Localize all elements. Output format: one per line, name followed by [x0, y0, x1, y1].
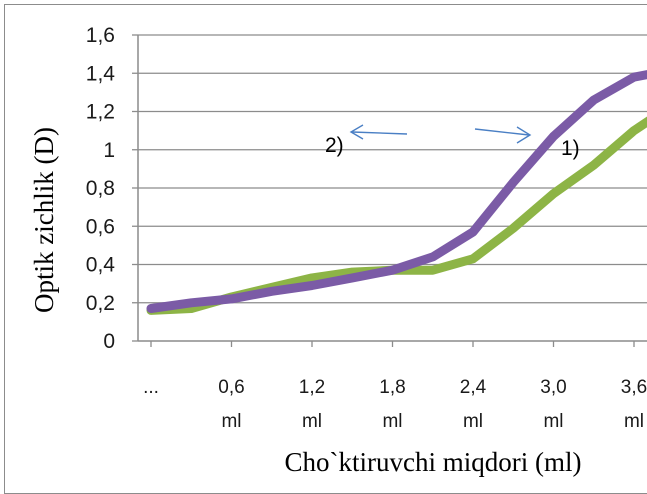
- y-tick-labels: 0 0,2 0,4 0,6 0,8 1 1,2 1,4 1,6: [86, 24, 116, 353]
- x-tick-labels: ...0,6ml1,2ml1,8ml2,4ml3,0ml3,6ml4,2ml4,…: [143, 377, 647, 432]
- series-lines: [146, 70, 647, 315]
- x-tick-unit-label: ml: [543, 411, 563, 432]
- gridlines: [138, 34, 647, 304]
- series-2-label: 2): [325, 134, 344, 157]
- x-axis-title: Cho`ktiruvchi miqdori (ml): [285, 447, 582, 477]
- y-tick-label: 1,4: [86, 62, 116, 85]
- x-tick-label: 1,8: [379, 377, 405, 398]
- x-tick-label: 2,4: [460, 377, 487, 398]
- x-tick-label: 3,6: [621, 377, 647, 398]
- y-tick-label: 0: [103, 330, 115, 353]
- x-tick-unit-label: ml: [463, 411, 483, 432]
- arrow-right-shaft: [474, 128, 530, 136]
- chart-frame: 0 0,2 0,4 0,6 0,8 1 1,2 1,4 1,6 ... 0,6 ml 1,2 ml 1,8…: [4, 4, 647, 494]
- y-tick-label: 1: [103, 139, 115, 162]
- line-chart: 0 0,2 0,4 0,6 0,8 1 1,2 1,4 1,6 ... 0,6 ml 1,2 ml 1,8…: [29, 24, 647, 477]
- y-tick-label: 0,8: [86, 177, 115, 200]
- x-tick-unit-label: ml: [624, 411, 644, 432]
- y-tick-label: 0,6: [86, 215, 115, 238]
- annotations: 2) 1): [325, 124, 580, 160]
- x-tick-unit-label: ml: [382, 411, 402, 432]
- x-tick-label: ...: [143, 377, 159, 398]
- arrow-left-head: [349, 124, 364, 140]
- x-tick-label: 3,0: [540, 377, 566, 398]
- y-tick-label: 1,2: [86, 101, 115, 124]
- series-line-2: [146, 70, 647, 313]
- x-tick-label: 0,6: [218, 377, 244, 398]
- y-tick-label: 1,6: [86, 24, 115, 47]
- arrow-right-head: [516, 126, 532, 144]
- y-tick-label: 0,4: [86, 254, 116, 277]
- x-tick-unit-label: ml: [302, 411, 322, 432]
- x-tick-label: 1,2: [299, 377, 325, 398]
- series-1-label: 1): [561, 137, 580, 160]
- x-tick-unit-label: ml: [221, 411, 241, 432]
- y-tick-label: 0,2: [86, 292, 115, 315]
- y-axis-title: Optik zichlik (D): [29, 127, 59, 313]
- arrow-left-shaft: [351, 131, 408, 135]
- axes: [132, 34, 647, 347]
